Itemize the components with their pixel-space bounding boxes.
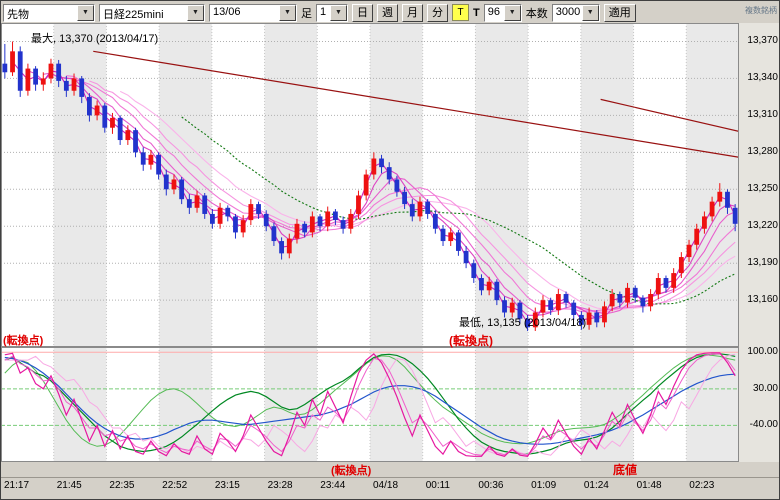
period-week-button[interactable]: 週 bbox=[377, 3, 398, 22]
max-value: 13,370 (2013/04/17) bbox=[59, 33, 159, 45]
oscillator-tick-label: -40.00 bbox=[749, 419, 778, 431]
period-day-button[interactable]: 日 bbox=[352, 3, 373, 22]
period-month-button[interactable]: 月 bbox=[402, 3, 423, 22]
time-tick-label: 23:28 bbox=[267, 480, 293, 491]
bottom-price-label: 底値 bbox=[613, 463, 638, 477]
time-tick-label: 01:48 bbox=[636, 480, 662, 491]
time-tick-label: 21:45 bbox=[56, 480, 82, 491]
time-tick-label: 00:11 bbox=[425, 480, 450, 491]
apply-button[interactable]: 適用 bbox=[603, 3, 636, 22]
min-label: 最低, bbox=[459, 317, 485, 329]
toolbar: 先物 ▼ 日経225mini ▼ 13/06 ▼ 足 1 ▼ 日 週 月 分 T… bbox=[1, 1, 741, 23]
symbol-select[interactable]: 日経225mini ▼ bbox=[99, 3, 205, 22]
tick-label[interactable]: T bbox=[473, 6, 480, 19]
price-tick-label: 13,340 bbox=[747, 72, 778, 84]
oscillator-panel[interactable] bbox=[1, 347, 739, 462]
turning-point-label-mid: (転換点) bbox=[449, 334, 493, 348]
oscillator-tick-label: 30.00 bbox=[752, 382, 778, 394]
time-tick-label: 22:35 bbox=[109, 480, 135, 491]
oscillator-tick-label: 100.00 bbox=[747, 346, 778, 358]
main-price-chart[interactable] bbox=[1, 23, 740, 347]
category-select[interactable]: 先物 ▼ bbox=[3, 3, 95, 22]
chevron-down-icon[interactable]: ▼ bbox=[279, 4, 296, 21]
chevron-down-icon[interactable]: ▼ bbox=[77, 4, 94, 21]
minutes-value: 96 bbox=[487, 5, 500, 18]
interval-input[interactable]: 1 ▼ bbox=[316, 3, 348, 22]
bar-count-value: 3000 bbox=[555, 5, 581, 18]
contract-month-select[interactable]: 13/06 ▼ bbox=[209, 3, 297, 22]
spinner-icon[interactable]: ▼ bbox=[581, 4, 599, 21]
time-tick-label: 23:15 bbox=[214, 480, 240, 491]
time-tick-label: 00:36 bbox=[478, 480, 504, 491]
spinner-icon[interactable]: ▼ bbox=[503, 4, 521, 21]
bar-count-label: 本数 bbox=[525, 7, 548, 20]
tick-mode-selected[interactable]: T bbox=[452, 4, 469, 21]
max-annotation: 最大, 13,370 (2013/04/17) bbox=[31, 30, 158, 46]
max-label: 最大, bbox=[31, 33, 57, 45]
turning-point-label-left: (転換点) bbox=[3, 335, 44, 347]
symbol-value: 日経225mini bbox=[103, 8, 164, 21]
price-axis: 13,370 13,340 13,310 13,280 13,250 13,220 13,1… bbox=[739, 23, 779, 462]
interval-value: 1 bbox=[320, 5, 327, 18]
bar-count-input[interactable]: 3000 ▼ bbox=[551, 3, 600, 22]
time-axis: 21:17 21:45 22:35 22:52 23:15 23:28 23:44 04/18… bbox=[1, 477, 779, 496]
time-tick-label: 23:44 bbox=[320, 480, 346, 491]
time-tick-label: 04/18 bbox=[373, 480, 399, 491]
time-tick-label: 01:24 bbox=[583, 480, 609, 491]
price-tick-label: 13,250 bbox=[747, 183, 778, 195]
price-tick-label: 13,220 bbox=[747, 220, 778, 232]
multi-symbol-link[interactable]: 複数銘柄 bbox=[745, 6, 777, 15]
min-annotation: 最低, 13,135 (2013/04/18) bbox=[459, 314, 586, 330]
time-tick-label: 21:17 bbox=[4, 480, 30, 491]
bar-type-label: 足 bbox=[301, 7, 312, 20]
time-tick-label: 22:52 bbox=[162, 480, 188, 491]
spinner-icon[interactable]: ▼ bbox=[330, 4, 347, 21]
price-tick-label: 13,370 bbox=[747, 35, 778, 47]
category-value: 先物 bbox=[7, 8, 29, 21]
price-tick-label: 13,280 bbox=[747, 146, 778, 158]
time-tick-label: 01:09 bbox=[531, 480, 557, 491]
minutes-input[interactable]: 96 ▼ bbox=[483, 3, 522, 22]
price-tick-label: 13,310 bbox=[747, 109, 778, 121]
price-tick-label: 13,190 bbox=[747, 257, 778, 269]
turning-point-label-bottom: (転換点) bbox=[331, 465, 372, 477]
chevron-down-icon[interactable]: ▼ bbox=[187, 4, 204, 21]
price-tick-label: 13,160 bbox=[747, 294, 778, 306]
min-value: 13,135 (2013/04/18) bbox=[487, 317, 587, 329]
time-tick-label: 02:23 bbox=[689, 480, 715, 491]
contract-month-value: 13/06 bbox=[213, 5, 241, 18]
period-minute-button[interactable]: 分 bbox=[427, 3, 448, 22]
